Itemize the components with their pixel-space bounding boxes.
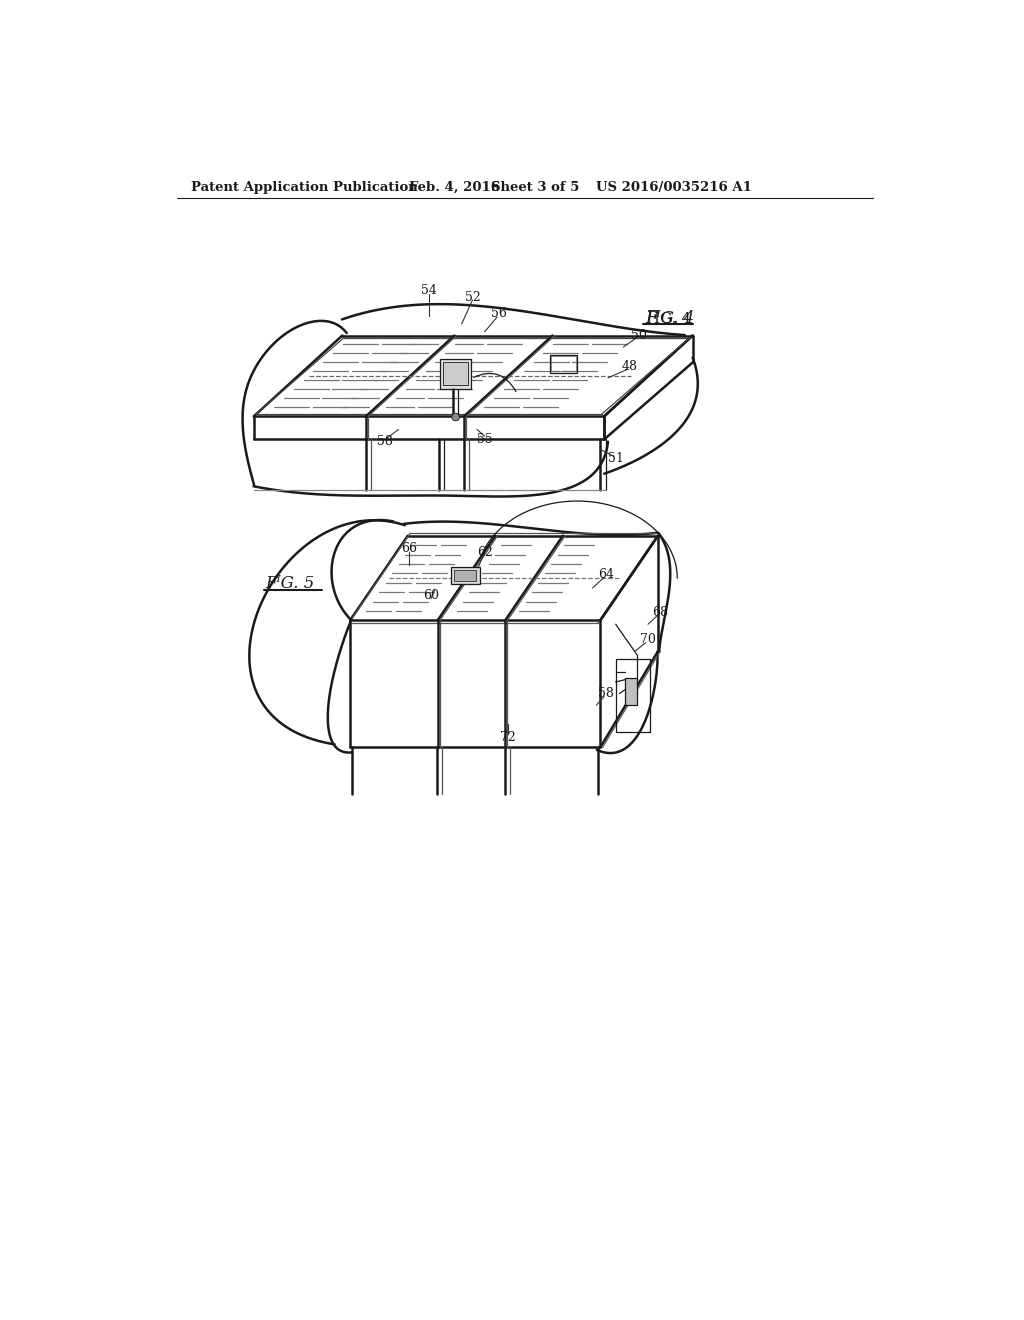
Text: 54: 54 xyxy=(422,284,437,297)
Text: 50: 50 xyxy=(631,329,647,342)
Bar xyxy=(551,356,575,371)
Bar xyxy=(440,359,471,388)
Text: 68: 68 xyxy=(652,606,669,619)
Bar xyxy=(550,355,578,374)
Circle shape xyxy=(452,413,460,421)
Bar xyxy=(455,570,476,581)
Text: 66: 66 xyxy=(401,543,418,556)
Text: 72: 72 xyxy=(500,731,516,744)
Text: Sheet 3 of 5: Sheet 3 of 5 xyxy=(490,181,580,194)
Text: 58: 58 xyxy=(598,686,614,700)
Text: Patent Application Publication: Patent Application Publication xyxy=(190,181,418,194)
Text: 52: 52 xyxy=(465,290,481,304)
Text: 70: 70 xyxy=(640,634,656,647)
Text: 62: 62 xyxy=(477,546,493,560)
Text: US 2016/0035216 A1: US 2016/0035216 A1 xyxy=(596,181,753,194)
Text: IG. 4: IG. 4 xyxy=(654,312,691,326)
Text: 48: 48 xyxy=(622,360,638,372)
Text: FᴵG. 5: FᴵG. 5 xyxy=(265,576,314,591)
Text: 60: 60 xyxy=(423,589,439,602)
Bar xyxy=(625,678,637,705)
Text: 51: 51 xyxy=(607,453,624,465)
Text: 55: 55 xyxy=(477,433,493,446)
Bar xyxy=(452,568,480,585)
Text: 58: 58 xyxy=(377,436,392,449)
Text: FᴵG. 4: FᴵG. 4 xyxy=(645,310,694,327)
Text: 64: 64 xyxy=(598,568,614,581)
Bar xyxy=(443,363,468,385)
Text: Feb. 4, 2016: Feb. 4, 2016 xyxy=(410,181,501,194)
Text: 56: 56 xyxy=(490,308,507,321)
Text: F: F xyxy=(645,310,657,327)
